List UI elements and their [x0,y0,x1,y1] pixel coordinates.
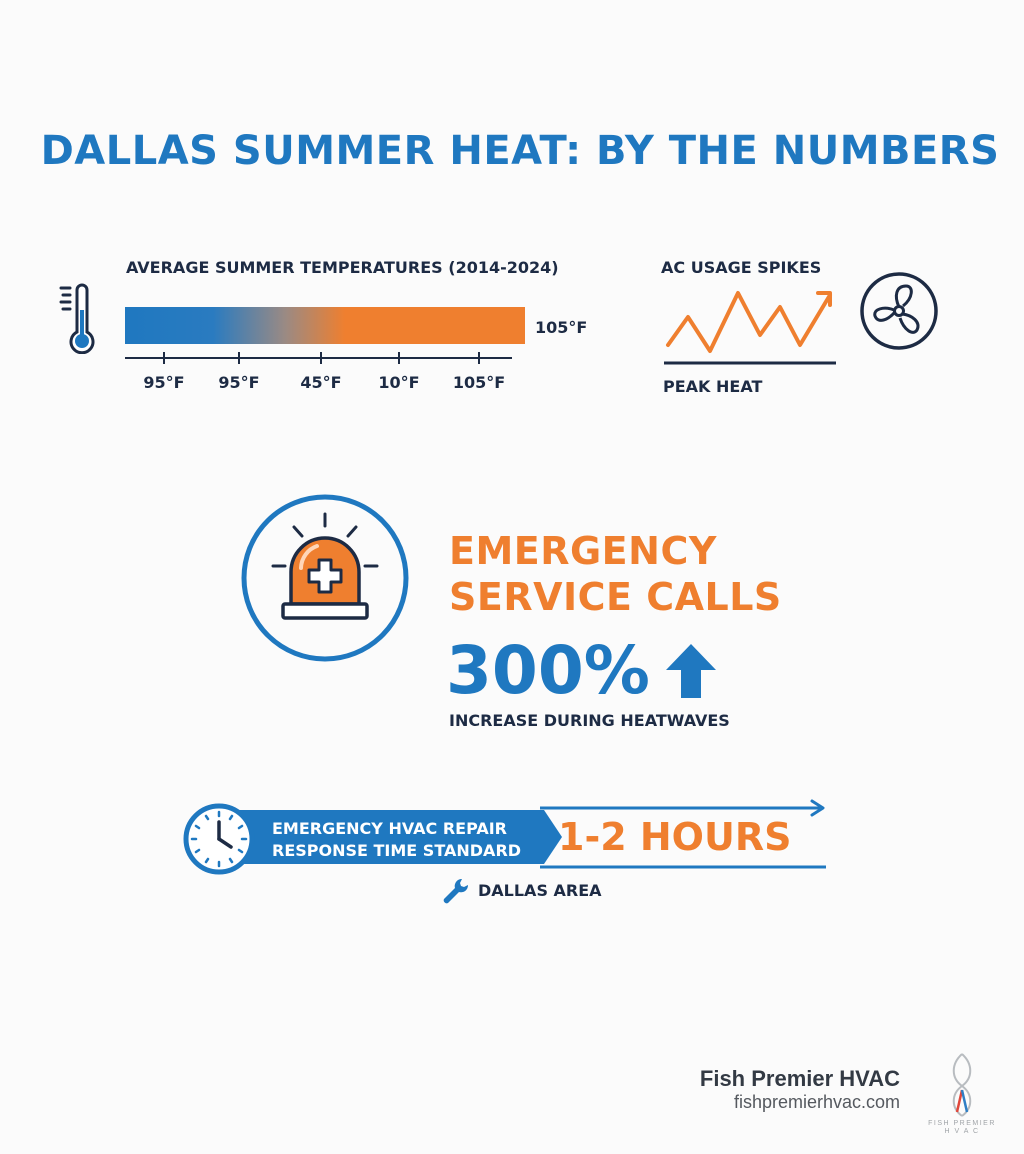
page-title: DALLAS SUMMER HEAT: BY THE NUMBERS [40,128,1000,174]
emergency-title: EMERGENCY SERVICE CALLS [449,528,782,620]
ac-usage-spike-line [664,291,836,365]
up-arrow-icon [666,644,716,698]
tick-label: 95°F [143,373,185,392]
temperature-bar-end-label: 105°F [535,318,588,337]
logo-wordmark: FISH PREMIER H V A C [928,1120,996,1135]
response-time-value: 1-2 HOURS [558,815,792,859]
emergency-percent: 300% [446,632,650,709]
temperature-gradient-bar [125,307,525,344]
response-label: EMERGENCY HVAC REPAIR RESPONSE TIME STAN… [272,818,521,862]
peak-heat-label: PEAK HEAT [663,377,763,396]
response-label-line1: EMERGENCY HVAC REPAIR [272,819,507,838]
tick-label: 45°F [300,373,342,392]
ac-usage-title: AC USAGE SPIKES [661,258,822,277]
tick-label: 105°F [452,373,506,392]
tick-label: 95°F [218,373,260,392]
thermometer-icon [59,283,95,354]
brand-url: fishpremierhvac.com [733,1092,900,1112]
axis-tick [320,352,322,364]
axis-tick [238,352,240,364]
brand-name: Fish Premier HVAC [699,1066,900,1091]
emergency-title-line1: EMERGENCY [449,529,717,573]
axis-tick [398,352,400,364]
siren-icon [241,494,409,662]
fish-logo-icon [952,1053,972,1117]
wrench-icon [443,878,469,904]
fan-icon [860,272,938,350]
emergency-title-line2: SERVICE CALLS [449,575,782,619]
response-label-line2: RESPONSE TIME STANDARD [272,841,522,860]
axis-tick [478,352,480,364]
temperature-axis [125,357,512,359]
axis-tick [163,352,165,364]
response-time-banner [220,799,826,869]
service-area-label: DALLAS AREA [478,881,602,900]
tick-label: 10°F [378,373,420,392]
emergency-caption: INCREASE DURING HEATWAVES [449,711,730,730]
temperature-section-title: AVERAGE SUMMER TEMPERATURES (2014-2024) [126,258,559,277]
clock-icon [183,803,255,875]
